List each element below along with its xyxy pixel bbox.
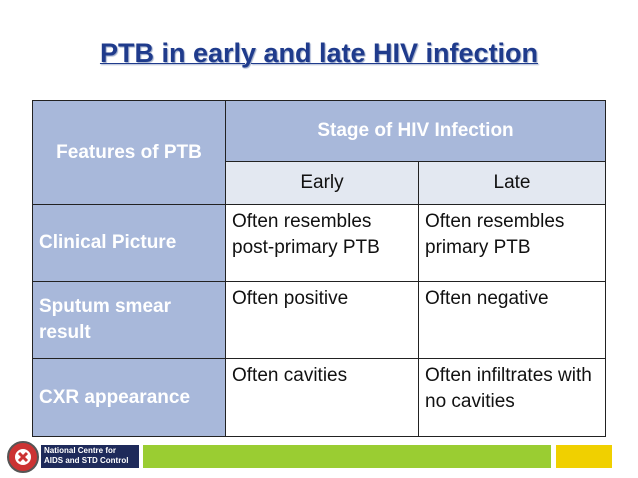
- cell: Often resembles post-primary PTB: [225, 204, 419, 282]
- row-header: Clinical Picture: [32, 204, 226, 282]
- row-header: Sputum smear result: [32, 281, 226, 359]
- cell: Often resembles primary PTB: [418, 204, 606, 282]
- header-cell: Features of PTB: [32, 100, 226, 205]
- header-cell: Stage of HIV Infection: [225, 100, 606, 162]
- cell: Often cavities: [225, 358, 419, 437]
- cell: Often infiltrates with no cavities: [418, 358, 606, 437]
- logo: [7, 441, 39, 473]
- row-header: CXR appearance: [32, 358, 226, 437]
- org-label: National Centre for AIDS and STD Control: [41, 445, 139, 468]
- subheader-cell: Early: [225, 161, 419, 205]
- table: Features of PTB Stage of HIV Infection E…: [32, 100, 606, 437]
- cell: Often negative: [418, 281, 606, 359]
- cell: Often positive: [225, 281, 419, 359]
- slide-title: PTB in early and late HIV infection: [99, 38, 539, 68]
- subheader-cell: Late: [418, 161, 606, 205]
- footer-bar: [143, 445, 551, 468]
- footer-block: [556, 445, 612, 468]
